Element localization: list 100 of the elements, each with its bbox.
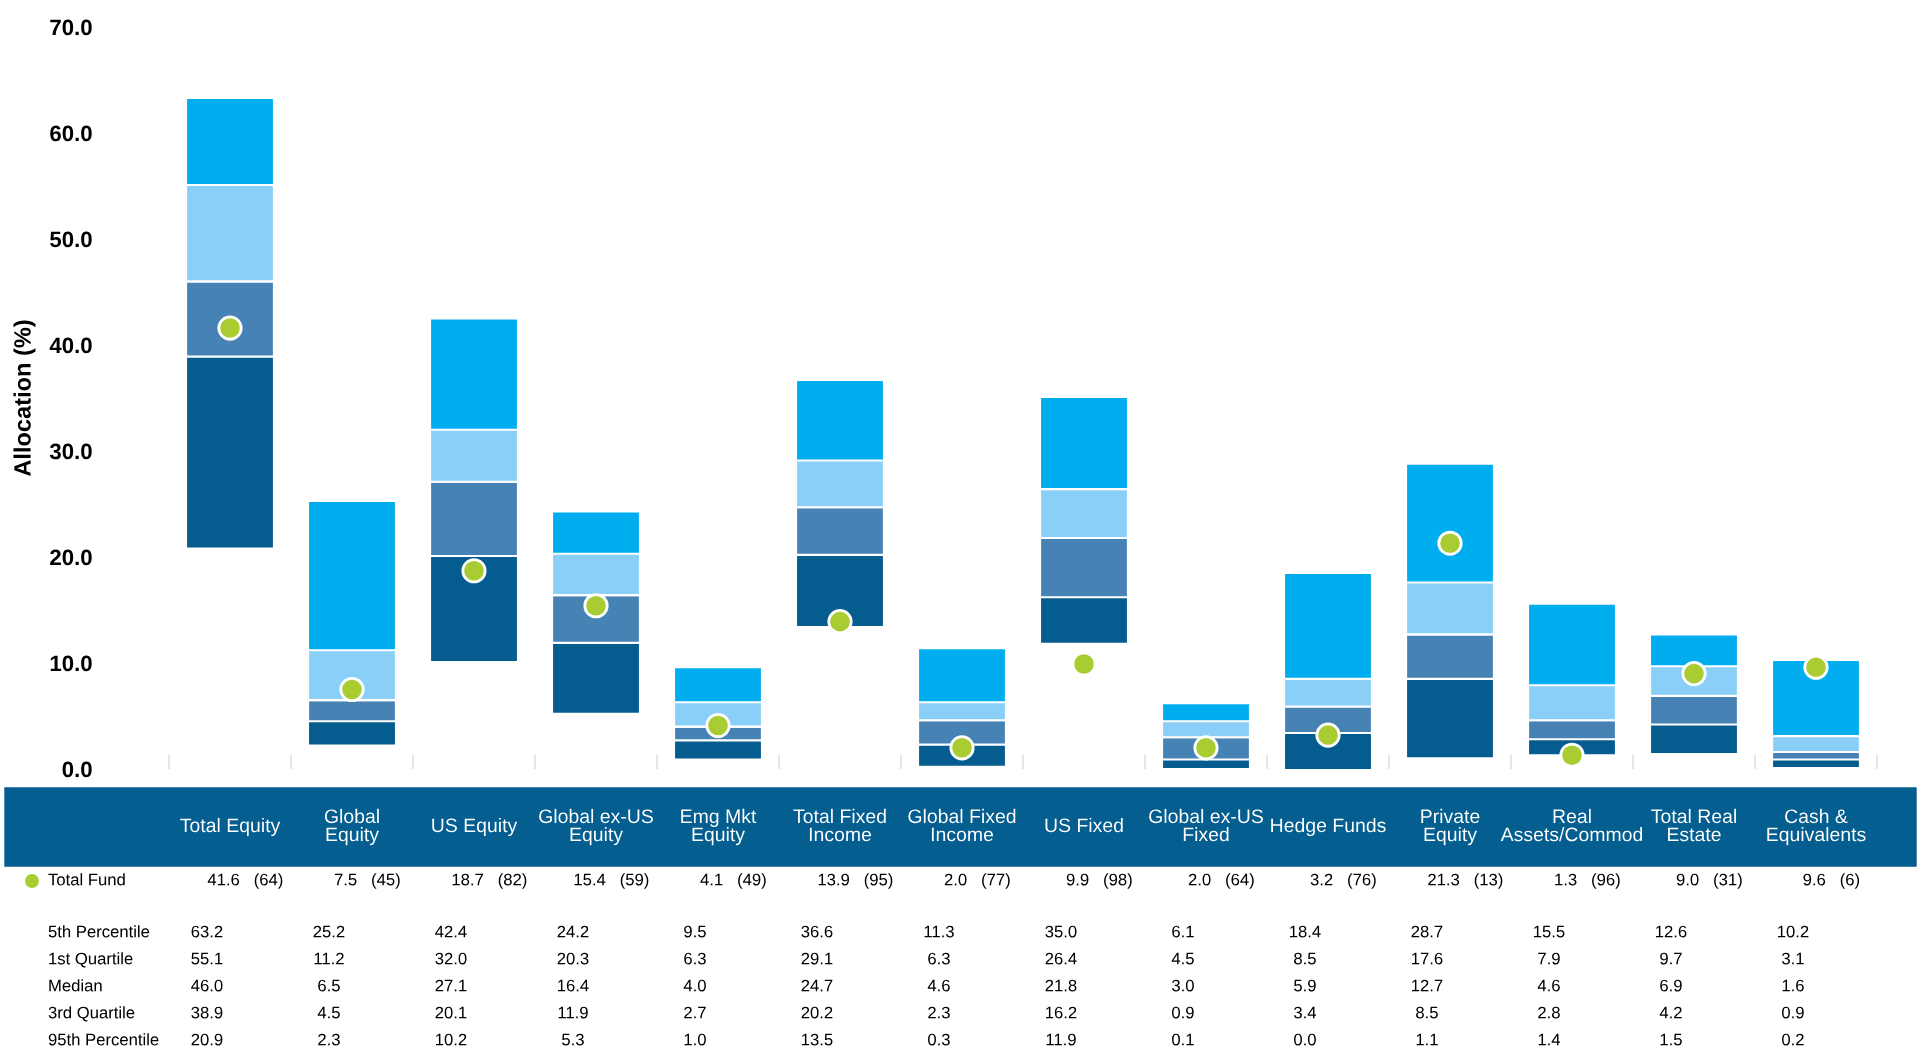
text: 11.9: [558, 1006, 588, 1019]
point: [1193, 735, 1219, 761]
text: 6.1: [1172, 925, 1194, 938]
legend-label: Total Fund: [48, 873, 125, 886]
x-tick-label: Total Real Estate: [1651, 808, 1736, 842]
text: 6.3: [928, 952, 950, 965]
text: 16.4: [558, 979, 589, 992]
text: 11.2: [314, 952, 344, 965]
text: 3.1: [1782, 952, 1804, 965]
text: 20.3: [557, 952, 589, 965]
text: 4.5: [1171, 952, 1194, 965]
text: 1.4: [1538, 1033, 1561, 1046]
y-tick-label: 30.0: [49, 443, 92, 460]
text: 24.2: [557, 925, 589, 938]
point: [1071, 651, 1097, 677]
text: 38.9: [191, 1006, 223, 1019]
point: [1559, 742, 1585, 768]
text: 32.0: [435, 952, 467, 965]
text: 1.0: [684, 1033, 706, 1046]
text: 42.4: [435, 925, 467, 938]
x-tick-label: Global ex-US Equity: [539, 808, 653, 846]
text: 4.6: [1537, 979, 1560, 992]
text: 20.1: [435, 1006, 467, 1019]
x-tick-label: Global Fixed Income: [908, 808, 1016, 842]
data-label: 13.9 (95): [818, 873, 893, 889]
y-axis-title: Allocation (%): [13, 320, 36, 477]
text: 63.2: [191, 925, 223, 938]
x-tick-label: Total Fixed Income: [793, 808, 886, 842]
text: 21.8: [1045, 979, 1077, 992]
y-tick-label: 70.0: [50, 19, 92, 36]
x-tick-label: Hedge Funds: [1271, 817, 1386, 837]
text: 24.7: [801, 979, 833, 992]
data-label: 2.0 (64): [1188, 873, 1254, 889]
y-tick-label: 20.0: [50, 549, 92, 566]
text: 12.7: [1412, 979, 1443, 992]
text: 1st Quartile: [49, 952, 133, 968]
text: 7.9: [1538, 952, 1560, 965]
x-tick-label: US Fixed: [1045, 817, 1123, 833]
data-label: 4.1 (49): [700, 873, 766, 889]
text: 5.9: [1294, 979, 1316, 992]
x-tick-label: Global ex-US Fixed: [1149, 808, 1263, 842]
text: 28.7: [1411, 925, 1443, 938]
text: 29.1: [801, 952, 833, 965]
text: 4.6: [927, 979, 950, 992]
text: 3rd Quartile: [48, 1006, 135, 1022]
text: 10.2: [436, 1033, 467, 1046]
data-label: 3.2 (76): [1310, 873, 1376, 889]
text: 2.3: [928, 1006, 950, 1019]
text: 0.3: [928, 1033, 950, 1046]
data-label: 18.7 (82): [452, 873, 527, 889]
text: Median: [49, 979, 102, 992]
y-tick-label: 10.0: [50, 655, 92, 672]
point: [949, 735, 975, 761]
point: [1315, 722, 1341, 748]
text: 25.2: [313, 925, 345, 938]
text: 10.2: [1778, 925, 1809, 938]
text: 36.6: [801, 925, 833, 938]
text: 55.1: [191, 952, 223, 965]
text: 27.1: [435, 979, 467, 992]
text: 0.1: [1172, 1033, 1194, 1046]
text: 6.9: [1660, 979, 1682, 992]
text: 5th Percentile: [48, 925, 150, 938]
text: 4.0: [683, 979, 706, 992]
x-tick-label: US Equity: [432, 817, 518, 837]
text: 11.9: [1046, 1033, 1076, 1046]
text: 9.7: [1660, 952, 1682, 965]
data-label: 7.5 (45): [334, 873, 400, 889]
y-tick-label: 50.0: [50, 231, 92, 248]
point: [1803, 654, 1829, 680]
data-label: 15.4 (59): [574, 873, 649, 889]
point: [339, 676, 365, 703]
data-label: 41.6 (64): [207, 873, 283, 889]
text: 8.5: [1294, 952, 1316, 965]
text: 4.5: [317, 1006, 340, 1019]
data-label: 2.0 (77): [944, 873, 1010, 889]
point: [583, 593, 609, 619]
text: 2.3: [318, 1033, 340, 1046]
text: 0.9: [1782, 1006, 1804, 1019]
x-tick-label: Global Equity: [324, 808, 379, 846]
data-label: 9.0 (31): [1676, 873, 1742, 889]
text: 16.2: [1046, 1006, 1077, 1019]
point: [705, 712, 731, 739]
text: 2.7: [684, 1006, 706, 1019]
text: 1.1: [1416, 1033, 1438, 1046]
y-tick-label: 0.0: [62, 761, 92, 778]
data-label: 1.3 (96): [1555, 873, 1620, 889]
text: 11.3: [924, 925, 954, 938]
text: 15.5: [1534, 925, 1565, 938]
y-tick-label: 40.0: [49, 337, 92, 354]
text: 1.5: [1660, 1033, 1682, 1046]
data-label: 9.6 (6): [1803, 873, 1860, 889]
text: 46.0: [191, 979, 223, 992]
text: 0.9: [1172, 1006, 1194, 1019]
y-tick-label: 60.0: [50, 125, 92, 142]
text: 8.5: [1416, 1006, 1438, 1019]
x-tick-label: Cash & Equivalents: [1767, 808, 1866, 846]
data-label: 9.9 (98): [1066, 873, 1132, 889]
text: 26.4: [1045, 952, 1077, 965]
x-tick-label: Emg Mkt Equity: [681, 808, 757, 846]
text: 18.4: [1290, 925, 1321, 938]
